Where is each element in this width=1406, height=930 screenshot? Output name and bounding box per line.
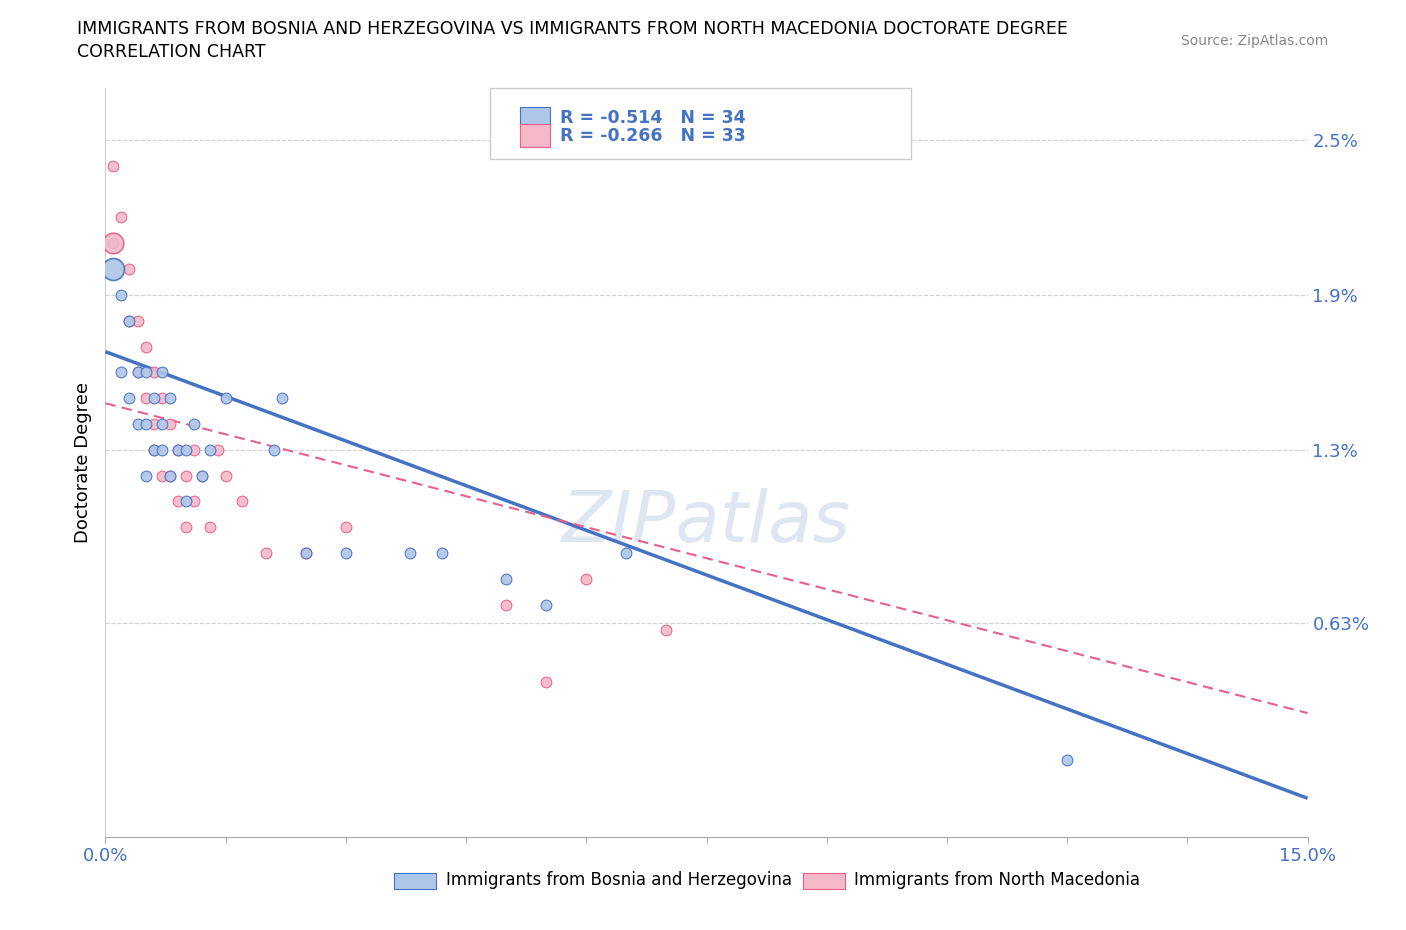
Text: R = -0.266   N = 33: R = -0.266 N = 33: [560, 126, 745, 144]
Point: [174, 443, 197, 458]
Point: [575, 571, 598, 586]
Point: [495, 597, 517, 612]
Bar: [520, 125, 550, 147]
Point: [110, 365, 132, 379]
Point: [150, 468, 173, 483]
Point: [198, 443, 221, 458]
Bar: [394, 873, 436, 889]
Point: [142, 391, 165, 405]
Point: [263, 443, 285, 458]
Point: [536, 674, 558, 689]
Point: [135, 365, 157, 379]
Point: [295, 546, 318, 561]
Point: [142, 417, 165, 432]
Text: Source: ZipAtlas.com: Source: ZipAtlas.com: [1181, 34, 1329, 48]
Point: [159, 468, 181, 483]
Point: [103, 261, 125, 276]
Text: Immigrants from Bosnia and Herzegovina: Immigrants from Bosnia and Herzegovina: [446, 871, 792, 889]
Text: ZIPatlas: ZIPatlas: [562, 488, 851, 557]
Point: [254, 546, 277, 561]
Point: [207, 443, 229, 458]
Point: [174, 494, 197, 509]
Point: [399, 546, 422, 561]
Bar: [520, 107, 550, 129]
Point: [159, 468, 181, 483]
Point: [159, 391, 181, 405]
Point: [183, 494, 205, 509]
Point: [616, 546, 638, 561]
Point: [127, 365, 149, 379]
Point: [118, 261, 141, 276]
Point: [127, 417, 149, 432]
Bar: [803, 873, 845, 889]
Point: [190, 468, 212, 483]
Point: [655, 623, 678, 638]
Y-axis label: Doctorate Degree: Doctorate Degree: [73, 382, 91, 543]
Point: [231, 494, 253, 509]
Point: [127, 313, 149, 328]
Point: [174, 520, 197, 535]
Point: [166, 443, 188, 458]
Point: [214, 468, 236, 483]
Point: [118, 313, 141, 328]
Point: [135, 468, 157, 483]
Point: [159, 417, 181, 432]
Point: [190, 468, 212, 483]
Point: [166, 443, 188, 458]
Point: [110, 287, 132, 302]
Point: [127, 365, 149, 379]
Point: [142, 365, 165, 379]
Text: CORRELATION CHART: CORRELATION CHART: [77, 43, 266, 60]
Text: Immigrants from North Macedonia: Immigrants from North Macedonia: [855, 871, 1140, 889]
Point: [1056, 752, 1078, 767]
Point: [150, 417, 173, 432]
Point: [335, 520, 357, 535]
Point: [536, 597, 558, 612]
Point: [198, 520, 221, 535]
Point: [142, 443, 165, 458]
Point: [135, 391, 157, 405]
Point: [135, 339, 157, 354]
Point: [118, 391, 141, 405]
Point: [103, 236, 125, 251]
Point: [150, 443, 173, 458]
Point: [183, 417, 205, 432]
Point: [166, 494, 188, 509]
Point: [295, 546, 318, 561]
Text: R = -0.514   N = 34: R = -0.514 N = 34: [560, 109, 745, 126]
Point: [103, 236, 125, 251]
Point: [103, 158, 125, 173]
Point: [118, 313, 141, 328]
Point: [150, 365, 173, 379]
Point: [335, 546, 357, 561]
Point: [430, 546, 453, 561]
Point: [174, 468, 197, 483]
Point: [214, 391, 236, 405]
Point: [142, 443, 165, 458]
Point: [495, 571, 517, 586]
Text: IMMIGRANTS FROM BOSNIA AND HERZEGOVINA VS IMMIGRANTS FROM NORTH MACEDONIA DOCTOR: IMMIGRANTS FROM BOSNIA AND HERZEGOVINA V…: [77, 20, 1069, 38]
FancyBboxPatch shape: [491, 88, 911, 159]
Point: [150, 391, 173, 405]
Point: [110, 210, 132, 225]
Point: [135, 417, 157, 432]
Point: [183, 443, 205, 458]
Point: [270, 391, 292, 405]
